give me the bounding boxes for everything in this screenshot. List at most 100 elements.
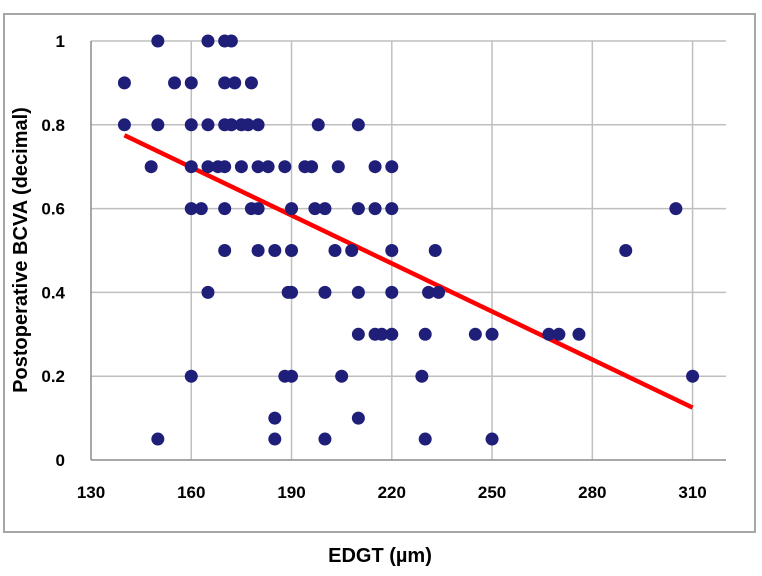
chart-frame <box>3 13 756 533</box>
x-tick-label: 130 <box>77 483 105 502</box>
data-point <box>368 202 382 216</box>
y-tick-label: 0.8 <box>41 116 65 135</box>
data-point <box>228 76 242 90</box>
data-point <box>285 202 299 216</box>
data-point <box>218 76 232 90</box>
data-point <box>351 285 365 299</box>
data-point <box>375 327 389 341</box>
data-point <box>311 118 325 132</box>
data-point <box>184 202 198 216</box>
data-point <box>144 160 158 174</box>
data-point <box>151 34 165 48</box>
data-point <box>224 34 238 48</box>
data-point <box>201 118 215 132</box>
y-tick-label: 0.4 <box>41 283 65 302</box>
data-point <box>218 244 232 257</box>
data-point <box>184 118 198 132</box>
data-point <box>345 244 359 257</box>
data-point <box>385 202 399 216</box>
data-point <box>194 202 208 216</box>
data-point <box>218 160 232 174</box>
data-point <box>244 76 258 90</box>
data-point <box>251 118 265 132</box>
data-point <box>234 160 248 174</box>
trendline <box>123 133 694 410</box>
data-point <box>278 160 292 174</box>
data-point <box>619 244 633 257</box>
data-point <box>268 432 282 446</box>
data-point <box>251 160 265 174</box>
data-point <box>318 432 332 446</box>
data-point <box>331 160 345 174</box>
data-point <box>542 327 556 341</box>
data-point <box>201 285 215 299</box>
data-point <box>224 118 238 132</box>
data-point <box>251 244 265 257</box>
data-point <box>261 160 275 174</box>
data-point <box>669 202 683 216</box>
data-point <box>418 432 432 446</box>
data-point <box>308 202 322 216</box>
data-point <box>415 369 429 383</box>
data-point <box>184 160 198 174</box>
data-point <box>572 327 586 341</box>
data-point <box>151 118 165 132</box>
data-point <box>117 118 131 132</box>
data-point <box>385 244 399 257</box>
data-point <box>368 160 382 174</box>
data-point <box>385 285 399 299</box>
data-point <box>168 76 182 90</box>
data-point <box>418 327 432 341</box>
y-axis-ticks: 0 0.2 0.4 0.6 0.8 1 <box>41 32 65 470</box>
data-point <box>385 327 399 341</box>
x-tick-label: 220 <box>378 483 406 502</box>
data-point <box>117 76 131 90</box>
data-point <box>552 327 566 341</box>
data-point <box>351 411 365 425</box>
data-point <box>305 160 319 174</box>
data-point <box>485 327 499 341</box>
x-tick-label: 160 <box>177 483 205 502</box>
data-point <box>468 327 482 341</box>
x-axis-title: EDGT (µm) <box>328 545 432 567</box>
data-point <box>184 76 198 90</box>
y-tick-label: 1 <box>56 32 65 51</box>
data-point <box>422 285 436 299</box>
data-point <box>485 432 499 446</box>
data-point <box>351 118 365 132</box>
data-point <box>151 432 165 446</box>
x-tick-label: 310 <box>678 483 706 502</box>
data-point <box>241 118 255 132</box>
data-point <box>268 411 282 425</box>
data-point <box>318 285 332 299</box>
x-tick-label: 280 <box>578 483 606 502</box>
x-tick-label: 190 <box>277 483 305 502</box>
data-point <box>184 369 198 383</box>
data-point <box>351 327 365 341</box>
y-tick-label: 0.2 <box>41 367 65 386</box>
x-axis-ticks: 130 160 190 220 250 280 310 <box>77 483 707 502</box>
data-point <box>318 202 332 216</box>
data-point <box>432 285 446 299</box>
data-point <box>351 202 365 216</box>
y-tick-label: 0 <box>56 451 65 470</box>
y-tick-label: 0.6 <box>41 200 65 219</box>
data-point <box>335 369 349 383</box>
data-point <box>268 244 282 257</box>
data-point <box>251 202 265 216</box>
data-point <box>218 202 232 216</box>
data-point <box>201 160 215 174</box>
data-points <box>117 34 700 446</box>
data-point <box>385 160 399 174</box>
data-point <box>428 244 442 257</box>
data-point <box>201 34 215 48</box>
data-point <box>285 369 299 383</box>
data-point <box>328 244 342 257</box>
trendline-layer <box>123 133 694 410</box>
data-point <box>285 244 299 257</box>
data-point <box>285 285 299 299</box>
grid <box>90 40 726 461</box>
y-axis-title: Postoperative BCVA (decimal) <box>10 107 32 393</box>
x-tick-label: 250 <box>478 483 506 502</box>
